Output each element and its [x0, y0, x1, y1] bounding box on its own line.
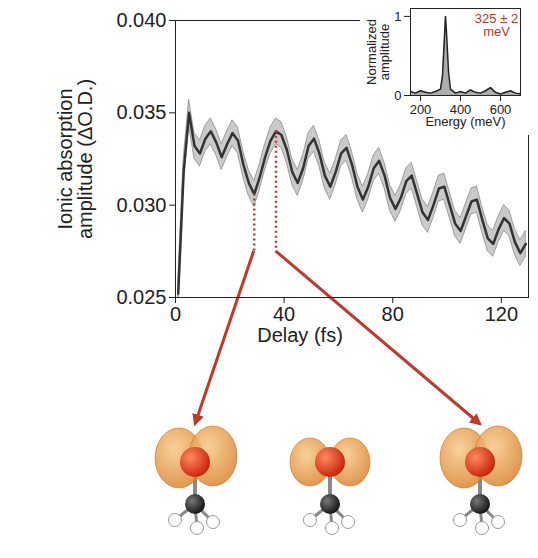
svg-text:200: 200 [409, 101, 432, 117]
svg-text:40: 40 [273, 303, 295, 325]
svg-text:0.025: 0.025 [116, 286, 166, 308]
svg-text:Ionic absorptionamplitude (ΔO.: Ionic absorptionamplitude (ΔO.D.) [54, 79, 96, 239]
svg-text:0: 0 [394, 88, 401, 103]
svg-text:Delay (fs): Delay (fs) [257, 324, 343, 346]
svg-text:120: 120 [485, 303, 518, 325]
svg-text:0.030: 0.030 [116, 194, 166, 216]
svg-text:Normalizedamplitude: Normalizedamplitude [364, 19, 392, 85]
svg-text:400: 400 [449, 101, 472, 117]
svg-text:0.040: 0.040 [116, 9, 166, 31]
svg-text:600: 600 [489, 101, 512, 117]
svg-text:0: 0 [170, 303, 181, 325]
svg-text:80: 80 [382, 303, 404, 325]
svg-text:Energy (meV): Energy (meV) [425, 114, 505, 129]
svg-text:1: 1 [394, 9, 401, 24]
svg-text:325 ± 2meV: 325 ± 2meV [475, 11, 518, 39]
svg-text:0.035: 0.035 [116, 101, 166, 123]
